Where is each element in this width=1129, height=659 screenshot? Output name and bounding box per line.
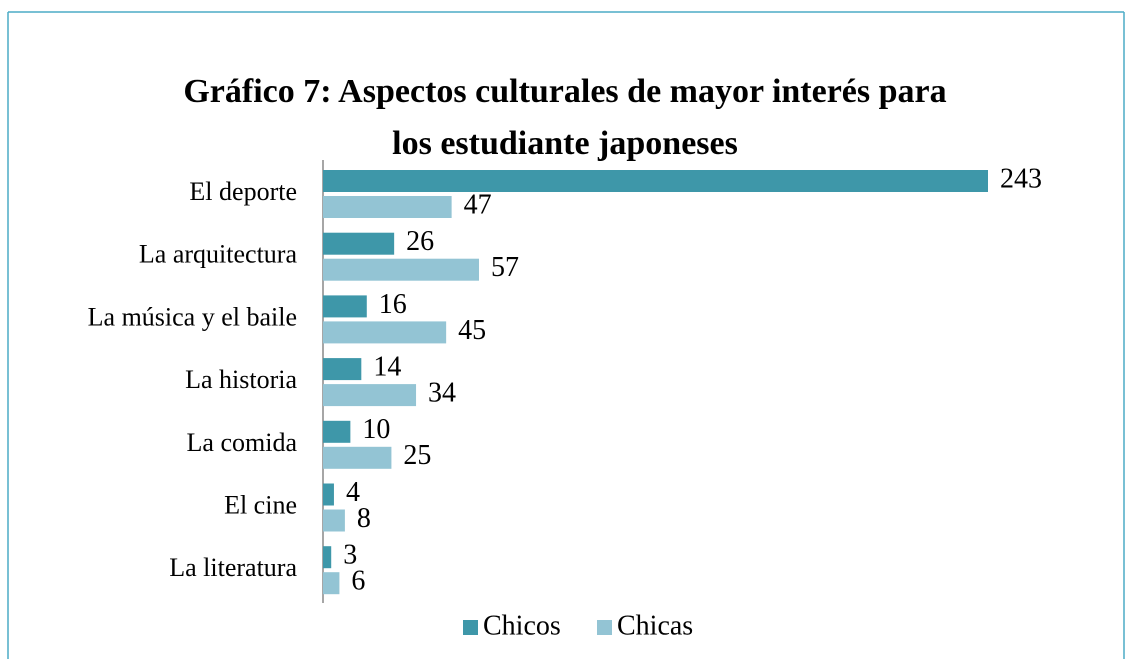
chart-title: Gráfico 7: Aspectos culturales de mayor …: [183, 73, 947, 162]
data-label: 8: [357, 503, 371, 534]
bar: [323, 483, 334, 506]
bar: [323, 358, 362, 381]
legend-swatch: [597, 620, 612, 635]
bar: [323, 295, 367, 318]
data-label: 16: [379, 289, 407, 320]
data-label: 243: [1000, 163, 1042, 194]
bar: [323, 170, 988, 192]
data-label: 57: [491, 252, 519, 283]
category-label: La historia: [185, 365, 297, 394]
bar: [323, 572, 340, 595]
bar: [323, 546, 332, 569]
data-label: 14: [373, 352, 401, 383]
legend-swatch: [463, 620, 478, 635]
category-label: El cine: [224, 490, 297, 519]
data-label: 47: [464, 189, 492, 220]
legend-label: Chicos: [483, 610, 561, 641]
category-label: La música y el baile: [88, 302, 297, 331]
bar: [323, 232, 395, 255]
data-label: 45: [458, 315, 486, 346]
data-label: 25: [403, 440, 431, 471]
data-label: 3: [343, 540, 357, 571]
legend-label: Chicas: [617, 610, 693, 641]
category-label: La arquitectura: [139, 240, 298, 269]
bar: [323, 384, 417, 407]
category-label: El deporte: [189, 177, 297, 206]
data-label: 10: [362, 414, 390, 445]
bar: [323, 258, 479, 281]
category-label: La comida: [187, 428, 298, 457]
bar: [323, 196, 452, 218]
data-label: 34: [428, 378, 456, 409]
data-label: 4: [346, 477, 360, 508]
bar: [323, 509, 345, 532]
category-label: La literatura: [169, 553, 297, 582]
bar: [323, 446, 392, 469]
bar: [323, 420, 351, 443]
bar: [323, 321, 447, 344]
data-label: 6: [351, 566, 365, 597]
data-label: 26: [406, 226, 434, 257]
